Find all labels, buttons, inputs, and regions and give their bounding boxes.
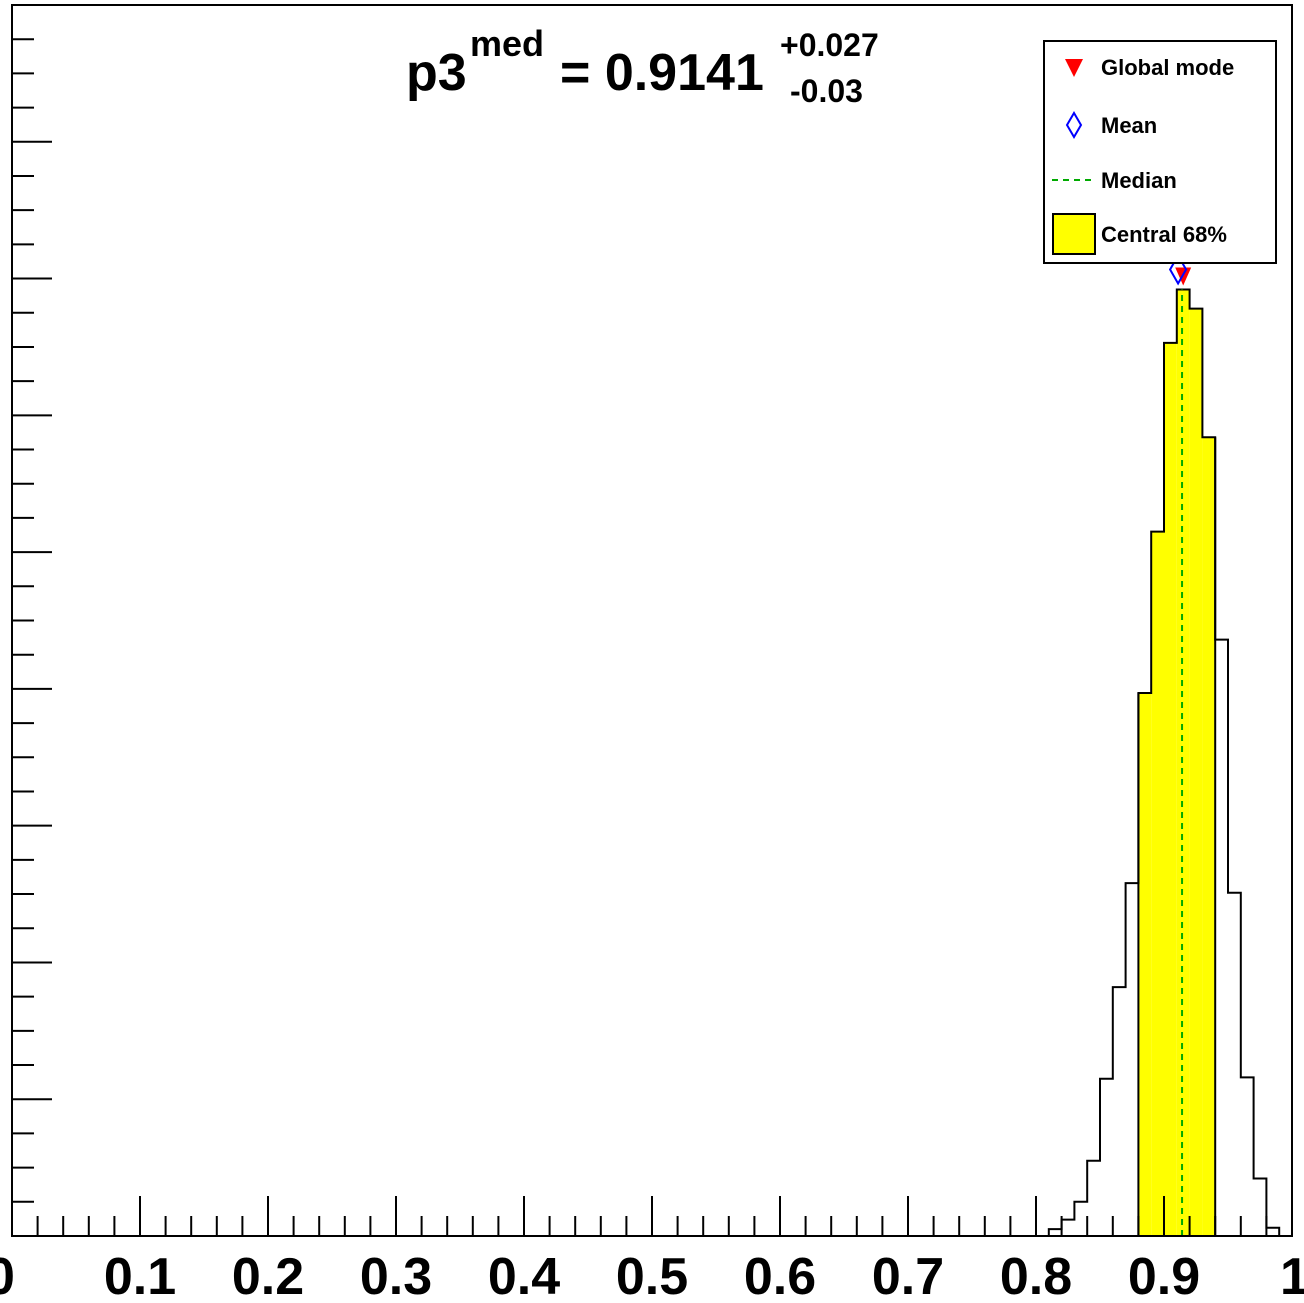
legend-label-3: Central 68% — [1101, 222, 1227, 247]
title-layer: p3 med = 0.9141 +0.027 -0.03 — [406, 23, 879, 109]
legend-box — [1043, 40, 1277, 264]
legend-label-0: Global mode — [1101, 55, 1234, 80]
x-tick-label-2: 0.2 — [232, 1248, 304, 1303]
legend-label-1: Mean — [1101, 113, 1157, 138]
legend-central-icon — [1052, 213, 1096, 255]
central-68-bar-9 — [1164, 342, 1177, 1236]
mean-marker — [1168, 253, 1188, 286]
marker-layer — [1168, 253, 1192, 286]
central-68-fill-layer — [1138, 289, 1216, 1236]
central-68-bar-8 — [1151, 531, 1164, 1236]
x-tick-label-4: 0.4 — [488, 1248, 560, 1303]
x-tick-label-8: 0.8 — [1000, 1248, 1072, 1303]
title-upper-error: +0.027 — [780, 27, 879, 63]
x-tick-label-6: 0.6 — [744, 1248, 816, 1303]
chart-title: p3 med = 0.9141 — [406, 23, 764, 102]
central-68-bar-10 — [1176, 289, 1190, 1236]
x-tick-label-1: 0.1 — [104, 1248, 176, 1303]
legend: Global mode Mean Median Central 68% — [1043, 40, 1277, 264]
x-tick-label-9: 0.9 — [1128, 1248, 1200, 1303]
x-tick-label-10: 1 — [1280, 1248, 1304, 1303]
legend-label-2: Median — [1101, 168, 1177, 193]
x-tick-label-5: 0.5 — [616, 1248, 688, 1303]
title-superscript: med — [470, 23, 544, 64]
x-tick-label-3: 0.3 — [360, 1248, 432, 1303]
histogram-outline — [1047, 288, 1281, 1236]
title-value: = 0.9141 — [560, 44, 764, 102]
axis-layer: 0 0.1 0.2 0.3 0.4 0.5 0.6 0.7 0.8 0.9 1 — [0, 4, 1304, 1303]
title-lower-error: -0.03 — [790, 73, 863, 109]
legend-mode-icon — [1065, 59, 1083, 77]
x-tick-label-7: 0.7 — [872, 1248, 944, 1303]
central-68-bar-7 — [1138, 692, 1152, 1236]
title-base: p3 — [406, 44, 467, 102]
x-tick-label-0: 0 — [0, 1248, 15, 1303]
legend-mean-icon — [1065, 111, 1083, 139]
histogram-outline-layer — [1047, 288, 1281, 1236]
central-68-bar-12 — [1202, 437, 1216, 1236]
central-68-bar-11 — [1189, 308, 1203, 1236]
